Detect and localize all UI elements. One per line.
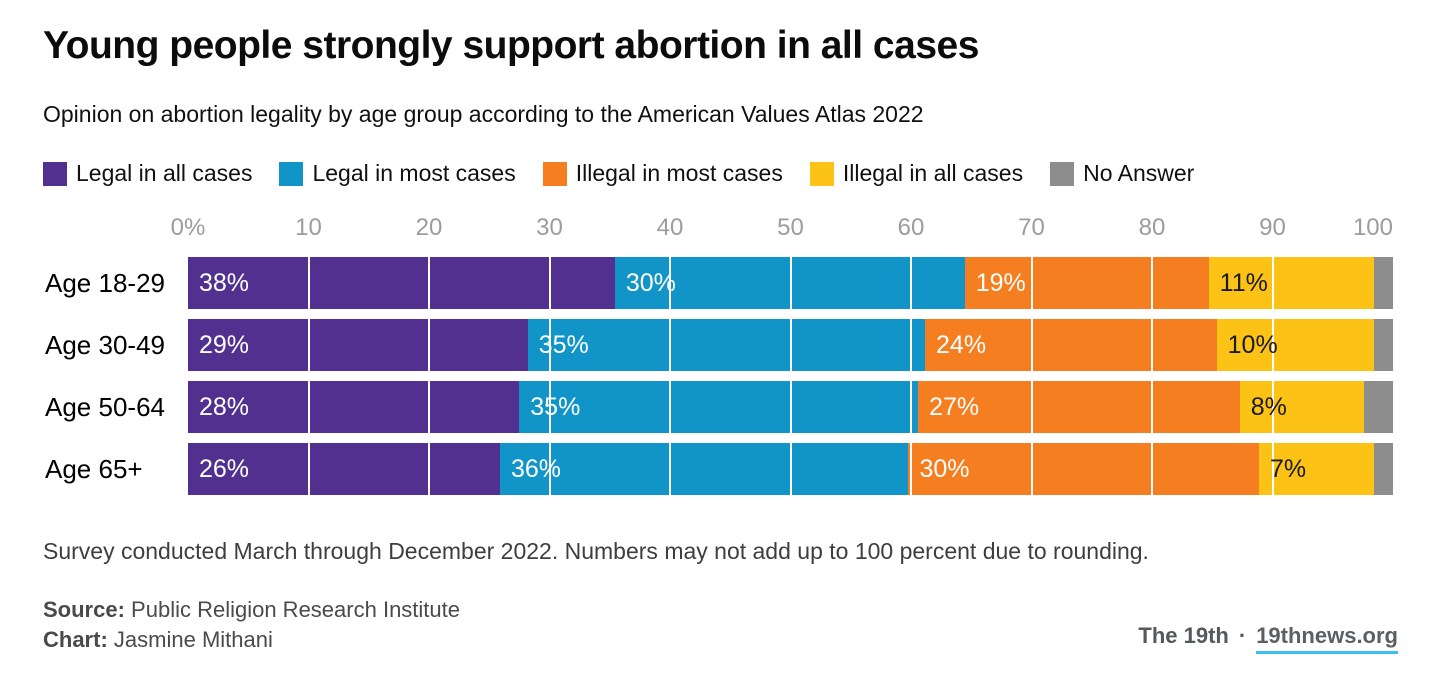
bar-segment-illegal-in-all-cases: 11% <box>1208 257 1374 309</box>
x-axis-tick: 60 <box>897 214 925 241</box>
credits: Source: Public Religion Research Institu… <box>43 595 460 655</box>
x-axis-tick: 20 <box>415 214 443 241</box>
legend-swatch-icon <box>43 161 67 186</box>
segment-value-label: 11% <box>1219 268 1268 297</box>
row-label: Age 65+ <box>45 453 143 484</box>
bar-segment-illegal-in-most-cases: 27% <box>918 381 1240 433</box>
x-axis-tick: 40 <box>656 214 684 241</box>
bar-segment-legal-in-most-cases: 35% <box>527 319 926 371</box>
x-axis-tick: 80 <box>1138 214 1166 241</box>
bar-segment-no-answer <box>1373 257 1393 309</box>
bar-segment-no-answer <box>1364 381 1393 433</box>
bar: 26% 36% 30% 7% <box>188 443 1393 495</box>
legend-label: Illegal in all cases <box>842 160 1024 186</box>
x-axis-tick: 70 <box>1018 214 1045 241</box>
row-label: Age 50-64 <box>45 391 165 422</box>
bar-segment-legal-in-most-cases: 30% <box>614 257 965 309</box>
row-label: Age 30-49 <box>45 329 165 360</box>
x-axis-tick: 90 <box>1259 214 1286 241</box>
legend-swatch-icon <box>809 161 834 186</box>
x-axis-tick: 10 <box>295 214 322 241</box>
segment-value-label: 26% <box>199 454 250 483</box>
x-axis-tick: 50 <box>777 214 804 241</box>
bar-segment-no-answer <box>1373 319 1393 371</box>
bar-segment-illegal-in-all-cases: 10% <box>1216 319 1374 371</box>
bar-segment-illegal-in-all-cases: 8% <box>1239 381 1365 433</box>
legend-label: No Answer <box>1083 160 1195 186</box>
segment-value-label: 19% <box>975 268 1026 297</box>
chart-credit-label: Chart: <box>43 627 108 652</box>
legend-swatch-icon <box>1050 161 1075 186</box>
legend-label: Illegal in most cases <box>575 160 783 186</box>
segment-value-label: 38% <box>199 268 250 297</box>
bar-segment-legal-in-all-cases: 28% <box>188 381 520 433</box>
legend-item: No Answer <box>1050 160 1194 187</box>
bar-segment-legal-in-all-cases: 38% <box>188 257 615 309</box>
bar: 29% 35% 24% 10% <box>188 319 1393 371</box>
footnote: Survey conducted March through December … <box>43 538 1149 564</box>
bar-segment-no-answer <box>1373 443 1393 495</box>
chart-credit-line: Chart: Jasmine Mithani <box>43 625 460 655</box>
chart-row: Age 18-29 38% 30% 19% 11% <box>43 257 1393 309</box>
legend: Legal in all cases Legal in most cases Ill… <box>43 160 1194 187</box>
legend-item: Illegal in most cases <box>542 160 783 187</box>
chart-rows: Age 18-29 38% 30% 19% 11% Age 30-49 29% 35% 24% 1… <box>43 257 1393 505</box>
segment-value-label: 30% <box>919 454 970 483</box>
x-axis-tick: 0% <box>170 214 206 241</box>
chart-row: Age 50-64 28% 35% 27% 8% <box>43 381 1393 433</box>
legend-item: Legal in all cases <box>43 160 252 187</box>
legend-label: Legal in all cases <box>76 160 253 186</box>
segment-value-label: 24% <box>936 330 987 359</box>
bar-segment-illegal-in-most-cases: 30% <box>908 443 1259 495</box>
bar-segment-legal-in-most-cases: 35% <box>519 381 919 433</box>
bar-segment-legal-in-most-cases: 36% <box>499 443 909 495</box>
source-label: Source: <box>43 597 125 622</box>
bar-segment-illegal-in-most-cases: 19% <box>964 257 1209 309</box>
bar: 28% 35% 27% 8% <box>188 381 1393 433</box>
source-line: Source: Public Religion Research Institu… <box>43 595 460 625</box>
segment-value-label: 27% <box>929 392 980 421</box>
segment-value-label: 36% <box>510 454 562 483</box>
bar-segment-legal-in-all-cases: 26% <box>188 443 500 495</box>
brand-credit: The 19th · 19thnews.org <box>1138 623 1398 654</box>
legend-swatch-icon <box>279 161 304 186</box>
legend-item: Legal in most cases <box>279 160 516 187</box>
stacked-bar-chart: 0% 10 20 30 40 50 60 70 80 90 100 <box>43 214 1393 248</box>
bar-segment-legal-in-all-cases: 29% <box>188 319 528 371</box>
site-link[interactable]: 19thnews.org <box>1256 623 1398 654</box>
chart-row: Age 65+ 26% 36% 30% 7% <box>43 443 1393 495</box>
segment-value-label: 35% <box>538 330 589 359</box>
separator-dot: · <box>1238 623 1247 648</box>
legend-swatch-icon <box>542 161 567 186</box>
x-axis-tick: 100 <box>1352 214 1393 241</box>
x-axis-tick: 30 <box>536 214 563 241</box>
brand-name: The 19th <box>1138 623 1229 648</box>
bar: 38% 30% 19% 11% <box>188 257 1393 309</box>
segment-value-label: 29% <box>199 330 250 359</box>
segment-value-label: 35% <box>530 392 581 421</box>
legend-item: Illegal in all cases <box>809 160 1024 187</box>
source-value: Public Religion Research Institute <box>131 597 460 622</box>
segment-value-label: 7% <box>1270 454 1307 483</box>
segment-value-label: 10% <box>1227 330 1278 359</box>
bar-segment-illegal-in-all-cases: 7% <box>1259 443 1374 495</box>
segment-value-label: 8% <box>1250 392 1287 421</box>
row-label: Age 18-29 <box>45 267 165 298</box>
chart-title: Young people strongly support abortion i… <box>43 24 979 67</box>
legend-label: Legal in most cases <box>312 160 516 186</box>
chart-subtitle: Opinion on abortion legality by age grou… <box>43 101 924 127</box>
bar-segment-illegal-in-most-cases: 24% <box>925 319 1217 371</box>
chart-credit-value: Jasmine Mithani <box>113 627 273 652</box>
segment-value-label: 28% <box>199 392 250 421</box>
x-axis-ticks: 0% 10 20 30 40 50 60 70 80 90 100 <box>171 214 1393 248</box>
chart-row: Age 30-49 29% 35% 24% 10% <box>43 319 1393 371</box>
segment-value-label: 30% <box>625 268 676 297</box>
